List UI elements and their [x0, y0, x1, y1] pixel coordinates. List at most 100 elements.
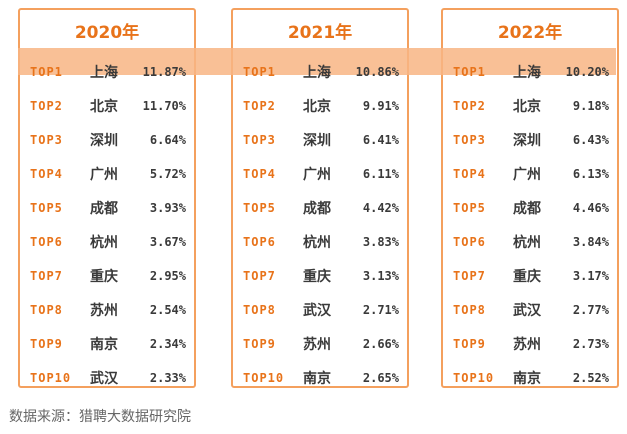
- share-percentage: 2.77%: [572, 303, 609, 317]
- share-percentage: 3.84%: [572, 235, 609, 249]
- share-percentage: 11.87%: [142, 65, 186, 79]
- ranking-row: TOP2 北京 11.70%: [20, 89, 194, 123]
- share-percentage: 3.93%: [149, 201, 186, 215]
- rank-label: TOP7: [30, 269, 63, 283]
- rank-label: TOP7: [453, 269, 486, 283]
- year-panel: 2022年 TOP1 上海 10.20% TOP2 北京 9.18% TOP3 深圳 6.43% T…: [441, 8, 619, 388]
- rank-label: TOP6: [453, 235, 486, 249]
- share-percentage: 4.46%: [572, 201, 609, 215]
- year-panel: 2020年 TOP1 上海 11.87% TOP2 北京 11.70% TOP3 深圳 6.64%…: [18, 8, 196, 388]
- share-percentage: 4.42%: [362, 201, 399, 215]
- ranking-row: TOP7 重庆 2.95%: [20, 259, 194, 293]
- city-name: 南京: [513, 371, 541, 387]
- rank-label: TOP2: [243, 99, 276, 113]
- ranking-row: TOP9 苏州 2.73%: [443, 327, 617, 361]
- rank-label: TOP8: [30, 303, 63, 317]
- ranking-row: TOP1 上海 10.20%: [443, 55, 617, 89]
- city-name: 杭州: [303, 235, 331, 251]
- city-name: 广州: [303, 167, 331, 183]
- share-percentage: 5.72%: [149, 167, 186, 181]
- ranking-row: TOP6 杭州 3.67%: [20, 225, 194, 259]
- city-name: 广州: [90, 167, 118, 183]
- city-name: 北京: [513, 99, 541, 115]
- rank-label: TOP2: [453, 99, 486, 113]
- city-name: 深圳: [303, 133, 331, 149]
- ranking-row: TOP6 杭州 3.83%: [233, 225, 407, 259]
- ranking-row: TOP8 苏州 2.54%: [20, 293, 194, 327]
- rank-label: TOP2: [30, 99, 63, 113]
- city-name: 重庆: [513, 269, 541, 285]
- city-name: 重庆: [90, 269, 118, 285]
- share-percentage: 3.83%: [362, 235, 399, 249]
- ranking-row: TOP1 上海 11.87%: [20, 55, 194, 89]
- share-percentage: 6.41%: [362, 133, 399, 147]
- rank-label: TOP8: [243, 303, 276, 317]
- ranking-row: TOP7 重庆 3.17%: [443, 259, 617, 293]
- city-name: 武汉: [513, 303, 541, 319]
- rank-label: TOP3: [453, 133, 486, 147]
- rank-label: TOP4: [243, 167, 276, 181]
- share-percentage: 11.70%: [142, 99, 186, 113]
- share-percentage: 3.67%: [149, 235, 186, 249]
- ranking-row: TOP9 苏州 2.66%: [233, 327, 407, 361]
- city-name: 武汉: [90, 371, 118, 387]
- city-name: 杭州: [513, 235, 541, 251]
- rank-label: TOP9: [453, 337, 486, 351]
- city-name: 北京: [90, 99, 118, 115]
- city-name: 武汉: [303, 303, 331, 319]
- city-name: 苏州: [513, 337, 541, 353]
- ranking-row: TOP4 广州 6.11%: [233, 157, 407, 191]
- rank-label: TOP1: [453, 65, 486, 79]
- ranking-row: TOP5 成都 4.46%: [443, 191, 617, 225]
- rank-label: TOP4: [453, 167, 486, 181]
- rank-label: TOP9: [30, 337, 63, 351]
- rank-label: TOP8: [453, 303, 486, 317]
- city-name: 上海: [303, 65, 331, 81]
- rank-label: TOP5: [243, 201, 276, 215]
- city-name: 上海: [513, 65, 541, 81]
- rank-label: TOP9: [243, 337, 276, 351]
- rank-label: TOP6: [243, 235, 276, 249]
- ranking-row: TOP2 北京 9.18%: [443, 89, 617, 123]
- panel-year-title: 2020年: [74, 23, 140, 43]
- share-percentage: 9.18%: [572, 99, 609, 113]
- ranking-row: TOP4 广州 6.13%: [443, 157, 617, 191]
- rank-label: TOP4: [30, 167, 63, 181]
- share-percentage: 6.64%: [149, 133, 186, 147]
- city-name: 重庆: [303, 269, 331, 285]
- share-percentage: 2.71%: [362, 303, 399, 317]
- rank-label: TOP7: [243, 269, 276, 283]
- ranking-row: TOP6 杭州 3.84%: [443, 225, 617, 259]
- panel-year-title: 2021年: [287, 23, 353, 43]
- share-percentage: 3.13%: [362, 269, 399, 283]
- rank-label: TOP3: [30, 133, 63, 147]
- share-percentage: 6.11%: [362, 167, 399, 181]
- ranking-row: TOP5 成都 4.42%: [233, 191, 407, 225]
- ranking-row: TOP10 武汉 2.33%: [20, 361, 194, 395]
- rank-label: TOP5: [30, 201, 63, 215]
- city-name: 深圳: [90, 133, 118, 149]
- rank-label: TOP10: [243, 371, 285, 385]
- rank-label: TOP1: [243, 65, 276, 79]
- city-name: 北京: [303, 99, 331, 115]
- ranking-row: TOP3 深圳 6.43%: [443, 123, 617, 157]
- share-percentage: 2.34%: [149, 337, 186, 351]
- share-percentage: 10.20%: [565, 65, 609, 79]
- share-percentage: 2.52%: [572, 371, 609, 385]
- city-name: 上海: [90, 65, 118, 81]
- city-name: 成都: [90, 201, 118, 217]
- share-percentage: 3.17%: [572, 269, 609, 283]
- city-name: 苏州: [90, 303, 118, 319]
- share-percentage: 2.66%: [362, 337, 399, 351]
- rank-label: TOP5: [453, 201, 486, 215]
- share-percentage: 6.43%: [572, 133, 609, 147]
- share-percentage: 2.73%: [572, 337, 609, 351]
- share-percentage: 10.86%: [355, 65, 399, 79]
- ranking-row: TOP9 南京 2.34%: [20, 327, 194, 361]
- rank-label: TOP10: [30, 371, 72, 385]
- rank-label: TOP10: [453, 371, 495, 385]
- data-source-note: 数据来源：猎聘大数据研究院: [9, 409, 191, 425]
- city-name: 广州: [513, 167, 541, 183]
- city-name: 杭州: [90, 235, 118, 251]
- ranking-row: TOP3 深圳 6.41%: [233, 123, 407, 157]
